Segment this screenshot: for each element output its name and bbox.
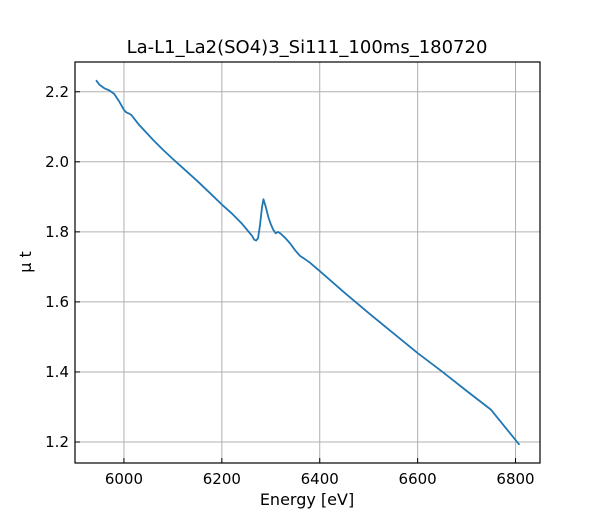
y-tick-label: 1.2 xyxy=(45,433,69,451)
plot-frame xyxy=(74,61,541,464)
x-tick-label: 6400 xyxy=(301,470,339,488)
axis-ticks: 6000 6200 6400 6600 6800 1.2 1.4 1.6 1.8 2.0 2.2 xyxy=(45,83,534,488)
x-tick-label: 6600 xyxy=(399,470,437,488)
x-axis-label: Energy [eV] xyxy=(260,490,354,509)
x-tick-label: 6200 xyxy=(203,470,241,488)
y-tick-label: 1.8 xyxy=(45,223,69,241)
x-tick-label: 6000 xyxy=(105,470,143,488)
y-tick-label: 1.4 xyxy=(45,363,69,381)
y-tick-label: 2.0 xyxy=(45,153,69,171)
series-line xyxy=(95,79,521,446)
series-layer xyxy=(95,79,521,446)
y-tick-label: 1.6 xyxy=(45,293,69,311)
y-tick-label: 2.2 xyxy=(45,83,69,101)
chart-title: La-L1_La2(SO4)3_Si111_100ms_180720 xyxy=(127,37,488,58)
grid-lines xyxy=(75,62,540,463)
y-axis-label: μ t xyxy=(16,251,35,273)
x-tick-label: 6800 xyxy=(496,470,534,488)
